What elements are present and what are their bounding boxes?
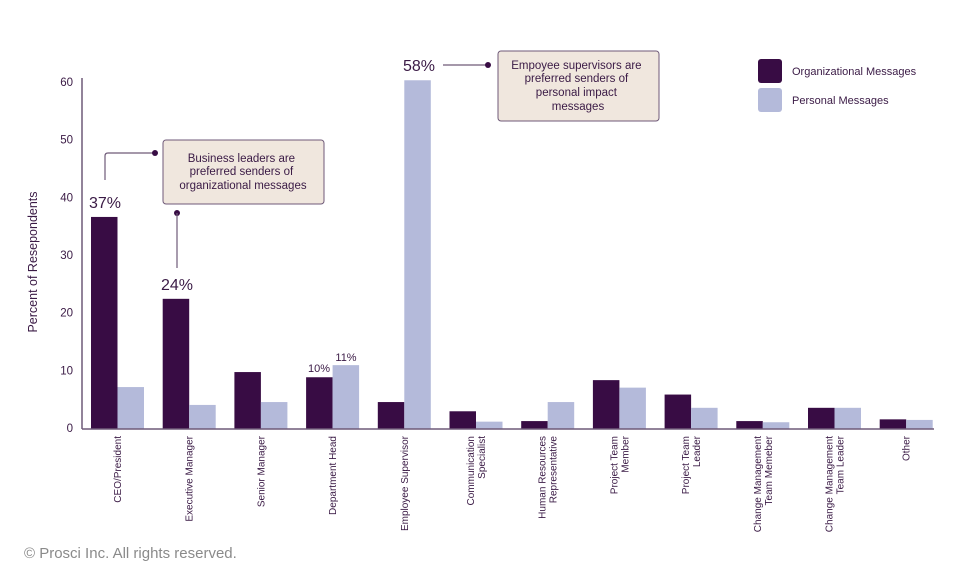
legend-label-organizational: Organizational Messages: [792, 66, 917, 78]
annotation-dot: [152, 150, 158, 156]
legend: Organizational Messages Personal Message…: [758, 59, 917, 112]
x-tick-label: Other: [902, 435, 913, 461]
bar-organizational-5: [449, 411, 476, 429]
x-tick-label: Project TeamLeader: [681, 435, 703, 494]
x-tick-label: Human ResourcesRepresentative: [538, 436, 560, 519]
legend-swatch-personal: [758, 88, 782, 112]
bar-personal-10: [834, 407, 861, 429]
bar-organizational-8: [664, 394, 692, 429]
bar-personal-6: [547, 402, 575, 429]
bar-personal-4: [404, 80, 431, 430]
bar-organizational-11: [879, 419, 907, 429]
y-tick-label: 50: [60, 135, 73, 147]
legend-swatch-organizational: [758, 59, 782, 83]
x-tick-labels: CEO/President Executive Manager Senior Man…: [113, 435, 913, 532]
y-axis-title: Percent of Resepondents: [26, 191, 40, 332]
bar-personal-5: [476, 421, 503, 429]
y-tick-labels: 0 10 20 30 40 50 60: [60, 77, 73, 435]
data-label-supervisor-pers: 58%: [403, 58, 435, 75]
bar-organizational-10: [808, 407, 835, 429]
bar-organizational-4: [377, 402, 405, 429]
bar-personal-3: [332, 365, 360, 429]
annotation-box-supervisors: [497, 50, 660, 122]
bars: [91, 80, 933, 430]
x-tick-label: CommunicationSpecialist: [466, 436, 488, 506]
bar-organizational-3: [306, 377, 333, 429]
x-tick-label: CEO/President: [113, 436, 124, 503]
x-tick-label: Project TeamMember: [609, 435, 631, 494]
data-label-dept-org: 10%: [308, 363, 330, 375]
bar-personal-11: [906, 419, 933, 429]
y-tick-label: 40: [60, 192, 73, 204]
x-tick-label: Change ManagementTeam Memeber: [753, 435, 775, 532]
x-tick-label: Senior Manager: [256, 435, 267, 507]
x-tick-label: Executive Manager: [185, 435, 196, 521]
bar-personal-2: [260, 402, 288, 429]
bar-personal-0: [117, 387, 144, 429]
bar-personal-7: [619, 387, 646, 429]
y-tick-label: 30: [60, 250, 73, 262]
x-tick-label: Department Head: [328, 436, 339, 515]
annotation-dot: [485, 62, 491, 68]
data-label-exec-org: 24%: [161, 277, 193, 294]
data-label-ceo-org: 37%: [89, 195, 121, 212]
copyright-footer: © Prosci Inc. All rights reserved.: [24, 545, 237, 562]
bar-organizational-7: [592, 380, 620, 429]
bar-personal-9: [762, 422, 790, 429]
y-tick-label: 20: [60, 308, 73, 320]
annotation-connector: [104, 152, 155, 180]
y-tick-label: 10: [60, 365, 73, 377]
bar-organizational-6: [521, 421, 548, 429]
bar-organizational-0: [91, 216, 118, 429]
annotation-text-supervisors: Empoyee supervisors are preferred sender…: [511, 60, 645, 113]
bar-personal-1: [189, 404, 216, 429]
x-tick-label: Change ManagementTeam Leader: [825, 435, 847, 532]
y-tick-label: 60: [60, 77, 73, 89]
bar-organizational-9: [736, 421, 763, 429]
x-tick-label: Employee Supervisor: [400, 435, 411, 531]
bar-organizational-1: [162, 298, 190, 429]
data-label-dept-pers: 11%: [335, 352, 356, 364]
annotation-box-business-leaders: [162, 139, 325, 205]
y-tick-label: 0: [67, 423, 73, 435]
bar-organizational-2: [234, 372, 261, 429]
bar-personal-8: [691, 407, 718, 429]
annotation-text-business-leaders: Business leaders are preferred senders o…: [179, 153, 306, 192]
legend-label-personal: Personal Messages: [792, 95, 889, 107]
